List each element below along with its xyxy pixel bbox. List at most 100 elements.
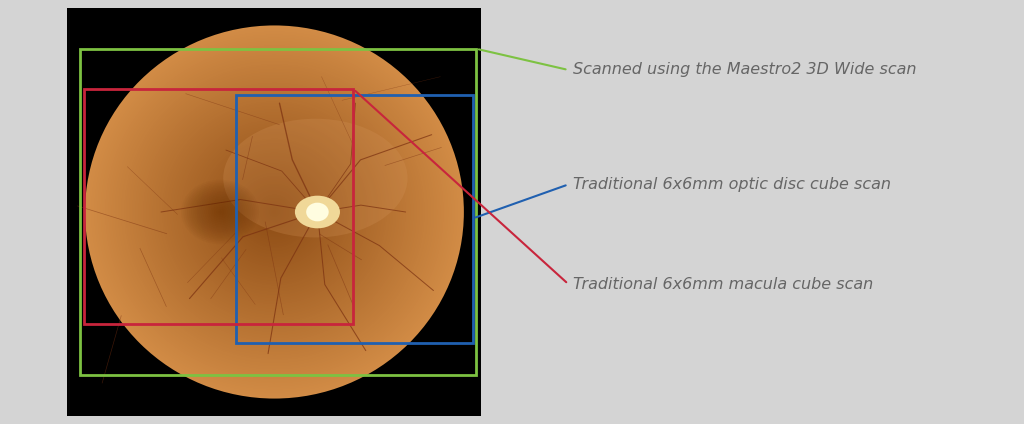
Ellipse shape [190,130,358,294]
Ellipse shape [128,67,421,357]
Ellipse shape [242,179,307,245]
Text: Traditional 6x6mm macula cube scan: Traditional 6x6mm macula cube scan [573,276,873,292]
Ellipse shape [159,98,390,326]
Ellipse shape [221,159,328,265]
Ellipse shape [164,103,385,321]
Ellipse shape [239,176,310,248]
Ellipse shape [176,116,373,308]
Bar [84,89,353,324]
Ellipse shape [180,119,370,305]
Ellipse shape [85,25,464,399]
Ellipse shape [251,189,298,235]
Ellipse shape [132,72,417,352]
Ellipse shape [306,203,329,221]
Ellipse shape [90,30,459,394]
Ellipse shape [120,60,429,364]
Ellipse shape [143,83,406,341]
Ellipse shape [131,70,418,354]
Ellipse shape [100,41,449,383]
Ellipse shape [218,156,332,268]
Ellipse shape [137,77,412,347]
Ellipse shape [193,131,356,293]
Ellipse shape [96,36,453,388]
Ellipse shape [158,97,391,327]
Ellipse shape [227,165,322,259]
Ellipse shape [272,210,276,214]
Ellipse shape [269,207,280,217]
Ellipse shape [216,154,333,270]
Ellipse shape [140,80,409,344]
Ellipse shape [181,120,368,304]
Ellipse shape [186,125,362,299]
Ellipse shape [125,64,424,360]
Ellipse shape [211,150,338,274]
Ellipse shape [257,195,292,229]
Ellipse shape [204,142,345,282]
Ellipse shape [228,167,321,257]
Ellipse shape [199,137,350,287]
Ellipse shape [123,63,426,361]
Ellipse shape [173,112,376,312]
Ellipse shape [189,128,359,296]
Ellipse shape [102,42,446,382]
Ellipse shape [214,153,335,271]
Ellipse shape [265,203,284,221]
Text: Traditional 6x6mm optic disc cube scan: Traditional 6x6mm optic disc cube scan [573,177,892,192]
Ellipse shape [153,92,396,332]
Ellipse shape [152,91,397,333]
Ellipse shape [187,126,361,298]
Ellipse shape [117,56,432,368]
Ellipse shape [262,200,287,224]
Ellipse shape [146,86,402,338]
Ellipse shape [178,117,371,307]
Ellipse shape [108,47,441,377]
Ellipse shape [249,187,300,237]
Ellipse shape [210,148,339,276]
Ellipse shape [256,193,294,231]
Ellipse shape [155,94,394,330]
Ellipse shape [121,61,428,363]
Bar [67,8,481,416]
Ellipse shape [161,100,388,324]
Ellipse shape [223,119,408,237]
Ellipse shape [111,50,438,374]
Ellipse shape [202,140,347,284]
Ellipse shape [88,28,461,396]
Ellipse shape [237,175,312,249]
Ellipse shape [172,111,377,313]
Ellipse shape [201,139,348,285]
Ellipse shape [234,173,314,251]
Ellipse shape [196,134,353,290]
Ellipse shape [97,38,452,386]
Ellipse shape [263,201,286,223]
Ellipse shape [141,81,408,343]
Ellipse shape [91,32,458,392]
Ellipse shape [213,151,336,273]
Ellipse shape [87,27,462,397]
Ellipse shape [248,186,301,238]
Ellipse shape [224,162,325,262]
Ellipse shape [134,74,415,350]
Ellipse shape [167,106,382,318]
Ellipse shape [135,75,414,349]
Ellipse shape [93,33,456,391]
Ellipse shape [260,198,289,226]
Ellipse shape [99,39,450,385]
Ellipse shape [150,89,399,335]
Ellipse shape [230,168,318,256]
Ellipse shape [219,158,330,266]
Bar [236,95,473,343]
Ellipse shape [194,133,355,291]
Ellipse shape [271,209,278,215]
Ellipse shape [104,44,444,380]
Ellipse shape [246,184,303,240]
Ellipse shape [169,108,380,316]
Ellipse shape [118,58,431,366]
Ellipse shape [126,66,423,358]
Ellipse shape [266,204,283,220]
Ellipse shape [243,181,306,243]
Ellipse shape [295,196,340,229]
Ellipse shape [183,122,366,302]
Ellipse shape [138,78,411,346]
Ellipse shape [254,192,295,232]
